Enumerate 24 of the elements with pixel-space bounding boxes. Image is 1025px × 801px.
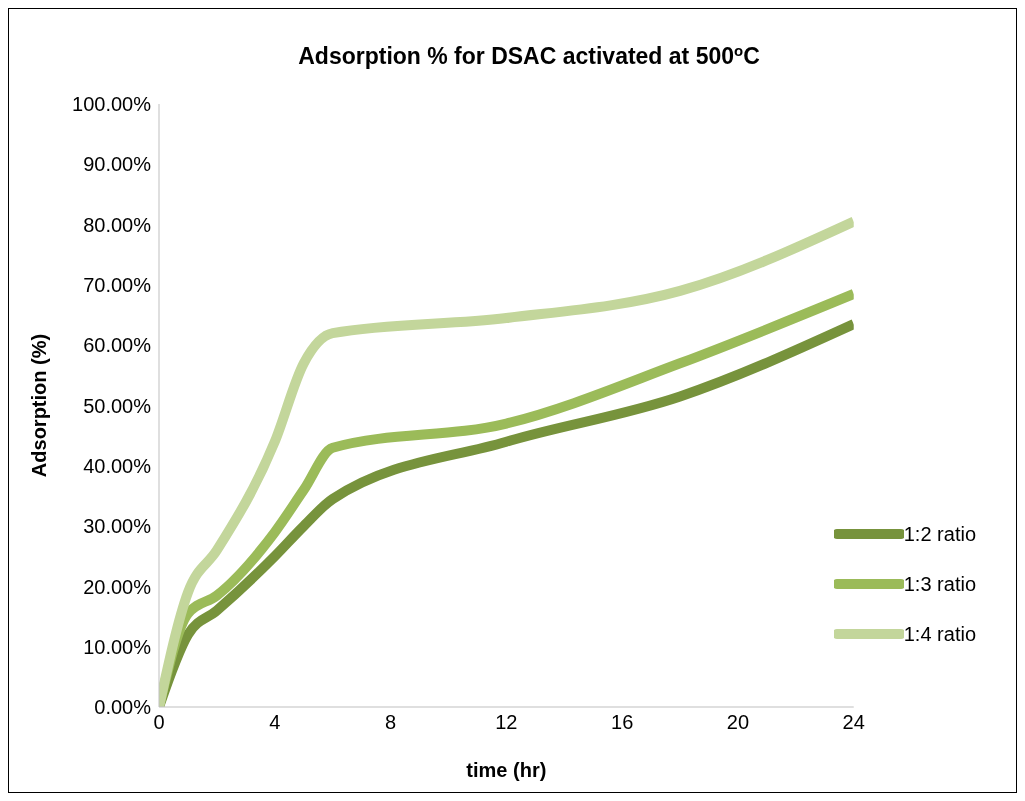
chart-title: Adsorption % for DSAC activated at 500$^{o}$C [298, 41, 760, 69]
y-tick-label: 60.00% [83, 334, 152, 357]
y-tick-label: 10.00% [83, 635, 152, 658]
legend-label: 1:2 ratio [903, 522, 976, 546]
y-tick-label: 20.00% [83, 575, 152, 598]
x-tick-label: 20 [726, 711, 750, 734]
y-tick-label: 0.00% [94, 696, 152, 719]
y-tick-label: 40.00% [83, 454, 152, 477]
legend-label: 1:4 ratio [903, 622, 976, 646]
x-tick-label: 16 [611, 711, 634, 734]
x-axis-title: time (hr) [466, 759, 547, 781]
x-tick-label: 12 [495, 711, 518, 734]
x-tick-label: 4 [269, 711, 281, 734]
y-tick-label: 30.00% [83, 515, 152, 538]
x-tick-label: 8 [385, 711, 397, 734]
x-tick-label: 24 [842, 711, 865, 734]
y-tick-label: 50.00% [83, 394, 152, 417]
y-axis-title: Adsorption (%) [28, 333, 51, 478]
x-tick-label: 0 [153, 711, 165, 734]
y-tick-label: 100.00% [72, 93, 152, 116]
y-tick-label: 70.00% [83, 274, 152, 296]
y-tick-label: 80.00% [83, 213, 152, 236]
y-tick-label: 90.00% [83, 153, 152, 176]
legend-label: 1:3 ratio [903, 572, 976, 596]
